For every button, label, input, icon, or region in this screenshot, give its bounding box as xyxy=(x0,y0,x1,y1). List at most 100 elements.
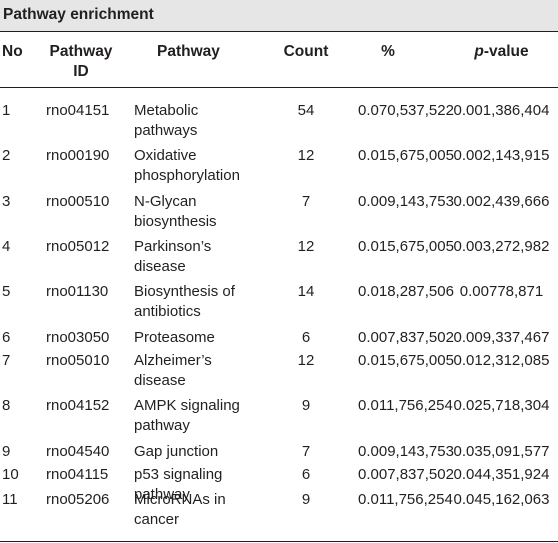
header-pvalue: p-value xyxy=(448,42,555,62)
header-pvalue-rest: -value xyxy=(483,43,529,60)
header-pathway-id: Pathway ID xyxy=(46,42,116,82)
header-pvalue-italic: p xyxy=(474,43,484,60)
cell-pathway-id: rno03050 xyxy=(46,329,110,346)
table-title-bar: Pathway enrichment xyxy=(0,0,558,31)
cell-pathway-line1: MicroRNAs in xyxy=(134,491,226,508)
cell-no: 5 xyxy=(2,283,11,300)
cell-pathway-line1: p53 signaling xyxy=(134,466,223,483)
cell-pathway: Metabolic pathways xyxy=(134,101,264,141)
header-no: No xyxy=(2,43,23,60)
cell-pathway: Biosynthesis of antibiotics xyxy=(134,282,264,322)
cell-pvalue: 0.009,337,467 xyxy=(453,329,550,346)
cell-pathway-line1: Oxidative xyxy=(134,147,197,164)
cell-count: 6 xyxy=(301,329,311,346)
cell-pathway-id: rno05012 xyxy=(46,238,110,255)
cell-count: 9 xyxy=(301,491,311,508)
cell-pvalue: 0.002,439,666 xyxy=(453,193,550,210)
header-pathway-id-line1: Pathway xyxy=(49,43,113,60)
cell-percent: 0.015,675,005 xyxy=(358,238,454,255)
cell-pathway-id: rno04151 xyxy=(46,102,110,119)
cell-percent: 0.015,675,005 xyxy=(358,147,454,164)
cell-pathway-line1: Gap junction xyxy=(134,443,219,460)
cell-pathway-id: rno04540 xyxy=(46,443,110,460)
cell-percent: 0.018,287,506 xyxy=(358,283,454,300)
title-rule xyxy=(0,31,558,32)
cell-count: 7 xyxy=(301,193,311,210)
cell-pathway-id: rno05206 xyxy=(46,491,110,508)
cell-count: 54 xyxy=(297,102,315,119)
cell-pvalue: 0.025,718,304 xyxy=(453,397,550,414)
cell-no: 3 xyxy=(2,193,11,210)
cell-pathway-line2: pathway xyxy=(134,486,190,503)
cell-pathway-line1: Metabolic xyxy=(134,102,199,119)
header-count: Count xyxy=(283,43,329,60)
cell-pathway: Alzheimer’s disease xyxy=(134,351,264,391)
cell-pvalue: 0.045,162,063 xyxy=(453,491,550,508)
cell-no: 4 xyxy=(2,238,11,255)
cell-percent: 0.007,837,502 xyxy=(358,466,454,483)
cell-pvalue: 0.003,272,982 xyxy=(453,238,550,255)
header-pathway-id-line2: ID xyxy=(73,63,89,80)
cell-pvalue: 0.044,351,924 xyxy=(453,466,550,483)
cell-pathway-line2: cancer xyxy=(134,511,180,528)
cell-pathway-line2: biosynthesis xyxy=(134,213,217,230)
cell-pathway-id: rno04115 xyxy=(46,466,109,483)
cell-percent: 0.011,756,254 xyxy=(358,491,453,508)
bottom-rule xyxy=(0,541,558,542)
cell-no: 9 xyxy=(2,443,11,460)
cell-pvalue: 0.002,143,915 xyxy=(453,147,550,164)
cell-pathway-id: rno01130 xyxy=(46,283,109,300)
cell-pathway: MicroRNAs in cancer xyxy=(134,490,264,530)
cell-no: 2 xyxy=(2,147,11,164)
cell-percent: 0.070,537,522 xyxy=(358,102,454,119)
cell-pathway-line2: pathway xyxy=(134,417,190,434)
cell-pvalue: 0.001,386,404 xyxy=(453,102,550,119)
cell-percent: 0.009,143,753 xyxy=(358,443,454,460)
cell-pathway: Proteasome xyxy=(134,328,264,348)
cell-pathway: Parkinson’s disease xyxy=(134,237,264,277)
cell-pathway-line1: Biosynthesis of xyxy=(134,283,235,300)
cell-percent: 0.007,837,502 xyxy=(358,329,454,346)
header-pathway: Pathway xyxy=(157,43,220,60)
cell-count: 6 xyxy=(301,466,311,483)
cell-pathway-id: rno04152 xyxy=(46,397,110,414)
cell-no: 8 xyxy=(2,397,11,414)
header-percent: % xyxy=(381,43,395,60)
cell-pathway: AMPK signaling pathway xyxy=(134,396,264,436)
cell-pathway-line2: disease xyxy=(134,258,186,275)
cell-pathway-id: rno05010 xyxy=(46,352,110,369)
cell-pathway-id: rno00190 xyxy=(46,147,110,164)
cell-pathway-line2: pathways xyxy=(134,122,198,139)
cell-pathway: N-Glycan biosynthesis xyxy=(134,192,264,232)
cell-no: 1 xyxy=(2,102,11,119)
cell-count: 7 xyxy=(301,443,311,460)
header-rule xyxy=(0,87,558,88)
cell-no: 7 xyxy=(2,352,11,369)
cell-pathway-id: rno00510 xyxy=(46,193,110,210)
cell-pathway-line1: Parkinson’s xyxy=(134,238,212,255)
cell-count: 12 xyxy=(297,147,315,164)
cell-pvalue: 0.035,091,577 xyxy=(453,443,550,460)
cell-pathway: Gap junction xyxy=(134,442,264,462)
cell-percent: 0.011,756,254 xyxy=(358,397,453,414)
cell-pathway-line1: Alzheimer’s xyxy=(134,352,212,369)
cell-pathway-line1: N-Glycan xyxy=(134,193,197,210)
cell-pvalue: 0.00778,871 xyxy=(459,283,544,300)
cell-pathway: Oxidative phosphorylation xyxy=(134,146,264,186)
cell-no: 11 xyxy=(2,491,18,508)
cell-pathway-line2: antibiotics xyxy=(134,303,201,320)
cell-pathway: p53 signaling pathway xyxy=(134,465,264,505)
cell-pathway-line1: AMPK signaling xyxy=(134,397,240,414)
cell-count: 14 xyxy=(297,283,315,300)
cell-no: 6 xyxy=(2,329,11,346)
cell-pathway-line1: Proteasome xyxy=(134,329,215,346)
cell-count: 12 xyxy=(297,352,315,369)
cell-count: 12 xyxy=(297,238,315,255)
table-title: Pathway enrichment xyxy=(3,6,154,23)
cell-no: 10 xyxy=(2,466,19,483)
cell-percent: 0.009,143,753 xyxy=(358,193,454,210)
cell-pathway-line2: disease xyxy=(134,372,186,389)
cell-pvalue: 0.012,312,085 xyxy=(453,352,550,369)
cell-pathway-line2: phosphorylation xyxy=(134,167,240,184)
cell-count: 9 xyxy=(301,397,311,414)
